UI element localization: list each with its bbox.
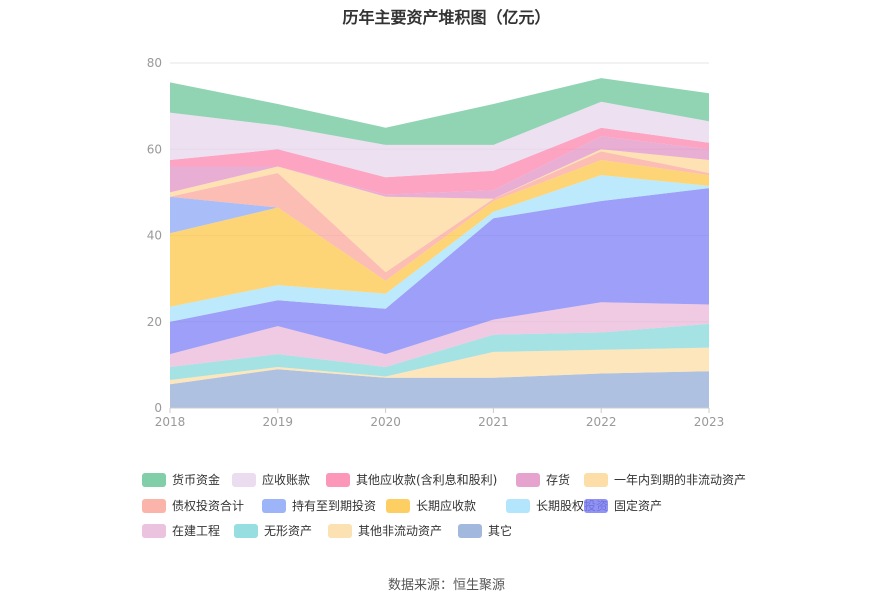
- legend-swatch: [262, 499, 286, 513]
- legend-swatch: [142, 524, 166, 538]
- chart-source: 数据来源：恒生聚源: [387, 578, 505, 593]
- legend-label: 货币资金: [172, 472, 220, 487]
- legend-swatch: [506, 499, 530, 513]
- legend-label: 一年内到期的非流动资产: [614, 472, 746, 487]
- legend-swatch: [232, 473, 256, 487]
- legend-swatch: [516, 473, 540, 487]
- legend-label: 固定资产: [614, 498, 662, 513]
- legend-label: 应收账款: [262, 472, 310, 487]
- legend-swatch: [458, 524, 482, 538]
- chart-title: 历年主要资产堆积图（亿元）: [342, 8, 551, 27]
- area-series: [170, 151, 709, 281]
- x-tick-label: 2018: [155, 415, 186, 429]
- legend-swatch: [142, 499, 166, 513]
- legend-label: 存货: [546, 472, 570, 487]
- area-series: [170, 347, 709, 385]
- area-series: [170, 136, 709, 199]
- y-tick-label: 0: [154, 401, 162, 415]
- area-series: [170, 369, 709, 408]
- x-tick-label: 2021: [478, 415, 509, 429]
- legend-label: 其它: [488, 523, 512, 538]
- y-tick-label: 60: [147, 142, 162, 156]
- y-tick-label: 80: [147, 56, 162, 70]
- legend-swatch: [584, 499, 608, 513]
- x-tick-label: 2023: [694, 415, 725, 429]
- area-series: [170, 160, 709, 307]
- legend-swatch: [328, 524, 352, 538]
- legend-swatch: [386, 499, 410, 513]
- legend-label: 无形资产: [264, 524, 312, 538]
- y-tick-label: 40: [147, 229, 162, 243]
- area-series: [170, 188, 709, 355]
- legend-label: 其他非流动资产: [358, 524, 442, 538]
- area-series: [170, 127, 709, 195]
- legend-swatch: [584, 473, 608, 487]
- x-tick-label: 2020: [370, 415, 401, 429]
- area-series: [170, 175, 709, 322]
- legend-label: 持有至到期投资: [292, 498, 376, 513]
- legend-swatch: [326, 473, 350, 487]
- legend-label: 债权投资合计: [172, 498, 244, 513]
- legend-label: 在建工程: [172, 523, 220, 538]
- legend-label: 其他应收款(含利息和股利): [356, 472, 497, 487]
- area-series: [170, 78, 709, 145]
- y-tick-label: 20: [147, 315, 162, 329]
- area-series: [170, 101, 709, 178]
- x-tick-label: 2022: [586, 415, 617, 429]
- legend-swatch: [234, 524, 258, 538]
- area-series: [170, 323, 709, 380]
- legend-swatch: [142, 473, 166, 487]
- area-series: [170, 302, 709, 367]
- area-series: [170, 149, 709, 273]
- x-tick-label: 2019: [263, 415, 294, 429]
- legend-label: 长期应收款: [416, 498, 476, 513]
